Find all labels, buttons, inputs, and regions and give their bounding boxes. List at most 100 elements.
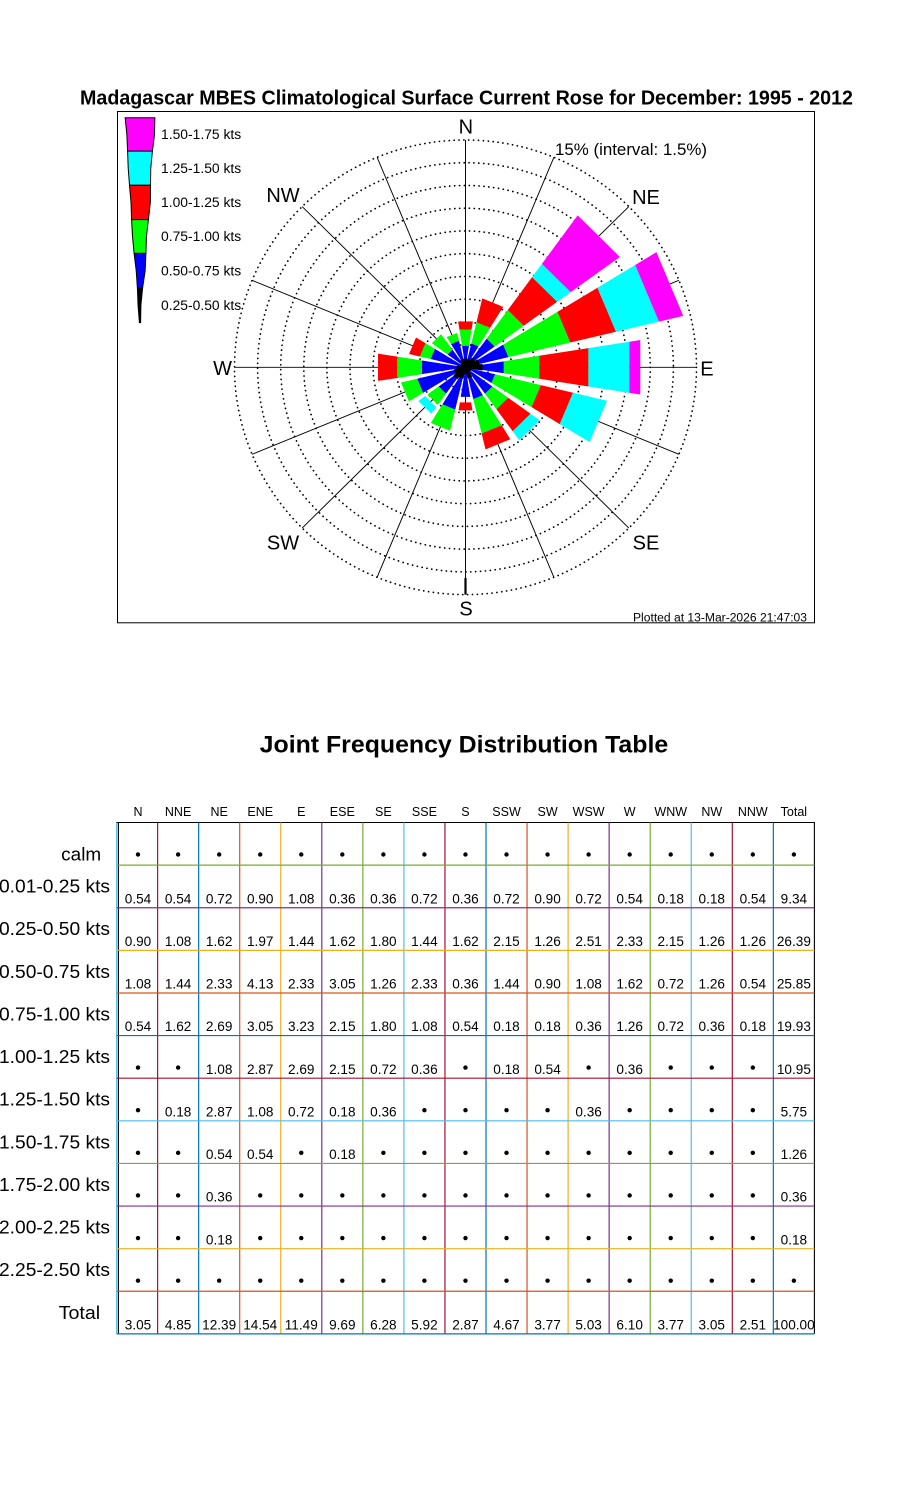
- svg-text:1.08: 1.08: [125, 977, 151, 992]
- svg-text:0.72: 0.72: [575, 891, 601, 906]
- svg-text:calm: calm: [61, 845, 101, 865]
- svg-text:2.87: 2.87: [247, 1062, 273, 1077]
- svg-text:2.69: 2.69: [288, 1062, 314, 1077]
- svg-text:2.33: 2.33: [616, 934, 642, 949]
- svg-text:15% (interval: 1.5%): 15% (interval: 1.5%): [555, 140, 707, 159]
- svg-text:SW: SW: [267, 532, 299, 554]
- svg-text:SE: SE: [633, 532, 660, 554]
- svg-text:0.36: 0.36: [781, 1190, 807, 1205]
- svg-text:0.75-1.00 kts: 0.75-1.00 kts: [161, 229, 241, 244]
- svg-text:2.33: 2.33: [411, 977, 437, 992]
- svg-text:1.08: 1.08: [575, 977, 601, 992]
- svg-text:0.18: 0.18: [206, 1232, 232, 1247]
- svg-text:1.00-1.25 kts: 1.00-1.25 kts: [0, 1047, 110, 1067]
- svg-text:0.18: 0.18: [165, 1104, 191, 1119]
- svg-text:0.75-1.00 kts: 0.75-1.00 kts: [0, 1004, 110, 1024]
- svg-text:12.39: 12.39: [202, 1317, 236, 1332]
- svg-text:0.72: 0.72: [370, 1062, 396, 1077]
- svg-text:1.26: 1.26: [616, 1019, 642, 1034]
- svg-text:1.50-1.75 kts: 1.50-1.75 kts: [0, 1132, 110, 1152]
- svg-text:3.05: 3.05: [329, 977, 355, 992]
- svg-text:14.54: 14.54: [243, 1317, 277, 1332]
- svg-text:0.54: 0.54: [740, 977, 767, 992]
- svg-text:1.25-1.50 kts: 1.25-1.50 kts: [161, 161, 241, 176]
- svg-text:2.15: 2.15: [657, 934, 683, 949]
- svg-text:6.10: 6.10: [616, 1317, 643, 1332]
- svg-text:1.44: 1.44: [165, 977, 192, 992]
- svg-text:0.72: 0.72: [657, 977, 683, 992]
- svg-text:1.08: 1.08: [206, 1062, 232, 1077]
- svg-text:3.77: 3.77: [657, 1317, 683, 1332]
- svg-text:0.90: 0.90: [125, 934, 152, 949]
- svg-text:ENE: ENE: [247, 805, 273, 819]
- svg-text:0.36: 0.36: [370, 1104, 396, 1119]
- svg-text:0.18: 0.18: [781, 1232, 807, 1247]
- svg-text:0.36: 0.36: [699, 1019, 725, 1034]
- svg-text:1.97: 1.97: [247, 934, 273, 949]
- svg-text:0.36: 0.36: [452, 977, 478, 992]
- svg-text:3.05: 3.05: [699, 1317, 725, 1332]
- svg-text:1.26: 1.26: [740, 934, 766, 949]
- svg-text:W: W: [213, 358, 232, 380]
- svg-text:1.50-1.75 kts: 1.50-1.75 kts: [161, 127, 241, 142]
- svg-text:1.26: 1.26: [370, 977, 396, 992]
- svg-text:0.18: 0.18: [493, 1019, 519, 1034]
- svg-text:1.08: 1.08: [411, 1019, 437, 1034]
- svg-text:0.54: 0.54: [125, 891, 152, 906]
- svg-text:0.36: 0.36: [411, 1062, 437, 1077]
- svg-text:WNW: WNW: [654, 805, 687, 819]
- svg-text:NE: NE: [210, 805, 227, 819]
- svg-text:S: S: [461, 805, 469, 819]
- svg-text:5.03: 5.03: [575, 1317, 601, 1332]
- svg-text:0.25-0.50 kts: 0.25-0.50 kts: [0, 919, 110, 939]
- svg-text:1.08: 1.08: [247, 1104, 273, 1119]
- svg-text:26.39: 26.39: [777, 934, 811, 949]
- svg-text:10.95: 10.95: [777, 1062, 811, 1077]
- svg-text:0.36: 0.36: [616, 1062, 642, 1077]
- svg-text:9.34: 9.34: [781, 891, 808, 906]
- svg-text:N: N: [459, 117, 473, 139]
- svg-text:W: W: [624, 805, 636, 819]
- svg-text:SW: SW: [537, 805, 557, 819]
- svg-text:3.05: 3.05: [247, 1019, 273, 1034]
- svg-text:0.18: 0.18: [493, 1062, 519, 1077]
- svg-text:1.08: 1.08: [288, 891, 314, 906]
- svg-text:0.90: 0.90: [247, 891, 274, 906]
- svg-text:1.62: 1.62: [329, 934, 355, 949]
- svg-text:1.26: 1.26: [781, 1147, 807, 1162]
- svg-text:1.25-1.50 kts: 1.25-1.50 kts: [0, 1090, 110, 1110]
- svg-text:WSW: WSW: [573, 805, 605, 819]
- svg-text:0.36: 0.36: [575, 1019, 601, 1034]
- svg-text:SSE: SSE: [412, 805, 437, 819]
- svg-text:0.18: 0.18: [329, 1104, 355, 1119]
- svg-text:19.93: 19.93: [777, 1019, 811, 1034]
- svg-text:0.54: 0.54: [165, 891, 192, 906]
- svg-text:4.67: 4.67: [493, 1317, 519, 1332]
- svg-text:5.92: 5.92: [411, 1317, 437, 1332]
- svg-text:1.44: 1.44: [288, 934, 315, 949]
- svg-text:NNW: NNW: [738, 805, 768, 819]
- svg-text:Total: Total: [781, 805, 807, 819]
- svg-text:2.33: 2.33: [288, 977, 314, 992]
- svg-text:1.80: 1.80: [370, 934, 397, 949]
- svg-text:0.18: 0.18: [329, 1147, 355, 1162]
- svg-text:1.62: 1.62: [206, 934, 232, 949]
- svg-text:S: S: [459, 598, 472, 620]
- svg-text:0.18: 0.18: [740, 1019, 766, 1034]
- svg-text:2.15: 2.15: [329, 1062, 355, 1077]
- svg-text:2.69: 2.69: [206, 1019, 232, 1034]
- svg-text:0.25-0.50 kts: 0.25-0.50 kts: [161, 298, 241, 313]
- svg-text:N: N: [133, 805, 142, 819]
- svg-text:0.18: 0.18: [534, 1019, 560, 1034]
- svg-text:0.18: 0.18: [657, 891, 683, 906]
- svg-text:2.25-2.50 kts: 2.25-2.50 kts: [0, 1260, 110, 1280]
- svg-text:E: E: [700, 358, 713, 380]
- svg-text:1.26: 1.26: [699, 934, 725, 949]
- svg-text:2.87: 2.87: [206, 1104, 232, 1119]
- svg-text:0.18: 0.18: [699, 891, 725, 906]
- svg-text:NW: NW: [266, 185, 299, 207]
- svg-text:4.85: 4.85: [165, 1317, 191, 1332]
- svg-text:0.54: 0.54: [452, 1019, 479, 1034]
- svg-text:3.23: 3.23: [288, 1019, 314, 1034]
- svg-text:NW: NW: [701, 805, 722, 819]
